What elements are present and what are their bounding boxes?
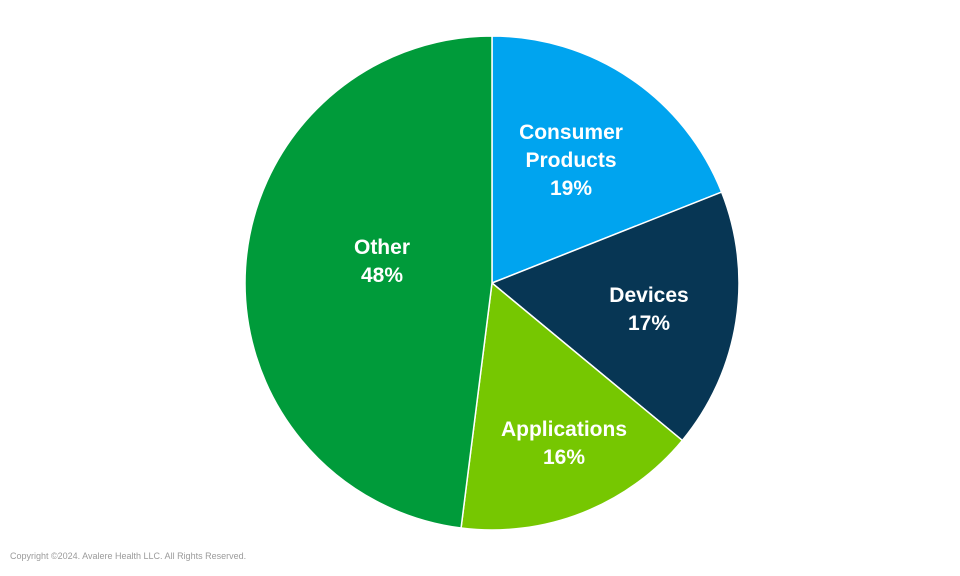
copyright-notice: Copyright ©2024. Avalere Health LLC. All… bbox=[10, 551, 247, 561]
pie-label-other: Other 48% bbox=[354, 236, 410, 287]
pie-label-name: Applications bbox=[501, 418, 627, 441]
pie-slice-other bbox=[244, 35, 493, 529]
pie-label-applications: Applications 16% bbox=[501, 418, 627, 469]
pie-label-name: Other bbox=[354, 236, 410, 259]
pie-label-name: Consumer bbox=[519, 121, 623, 144]
pie-slice-consumer-products bbox=[491, 35, 723, 284]
pie-label-name: Devices bbox=[609, 284, 688, 307]
pie-label-percent: 16% bbox=[543, 446, 585, 469]
pie-labels: Consumer Products 19% Devices 17% Application… bbox=[354, 121, 689, 469]
pie-label-name: Products bbox=[525, 149, 616, 172]
pie-slice-devices bbox=[491, 191, 740, 442]
pie-label-percent: 17% bbox=[628, 312, 670, 335]
pie-label-percent: 19% bbox=[550, 177, 592, 200]
pie-slice-applications bbox=[460, 282, 684, 531]
pie-label-consumer-products: Consumer Products 19% bbox=[519, 121, 623, 200]
pie-label-percent: 48% bbox=[361, 264, 403, 287]
pie-label-devices: Devices 17% bbox=[609, 284, 688, 335]
pie-slices bbox=[244, 35, 740, 531]
